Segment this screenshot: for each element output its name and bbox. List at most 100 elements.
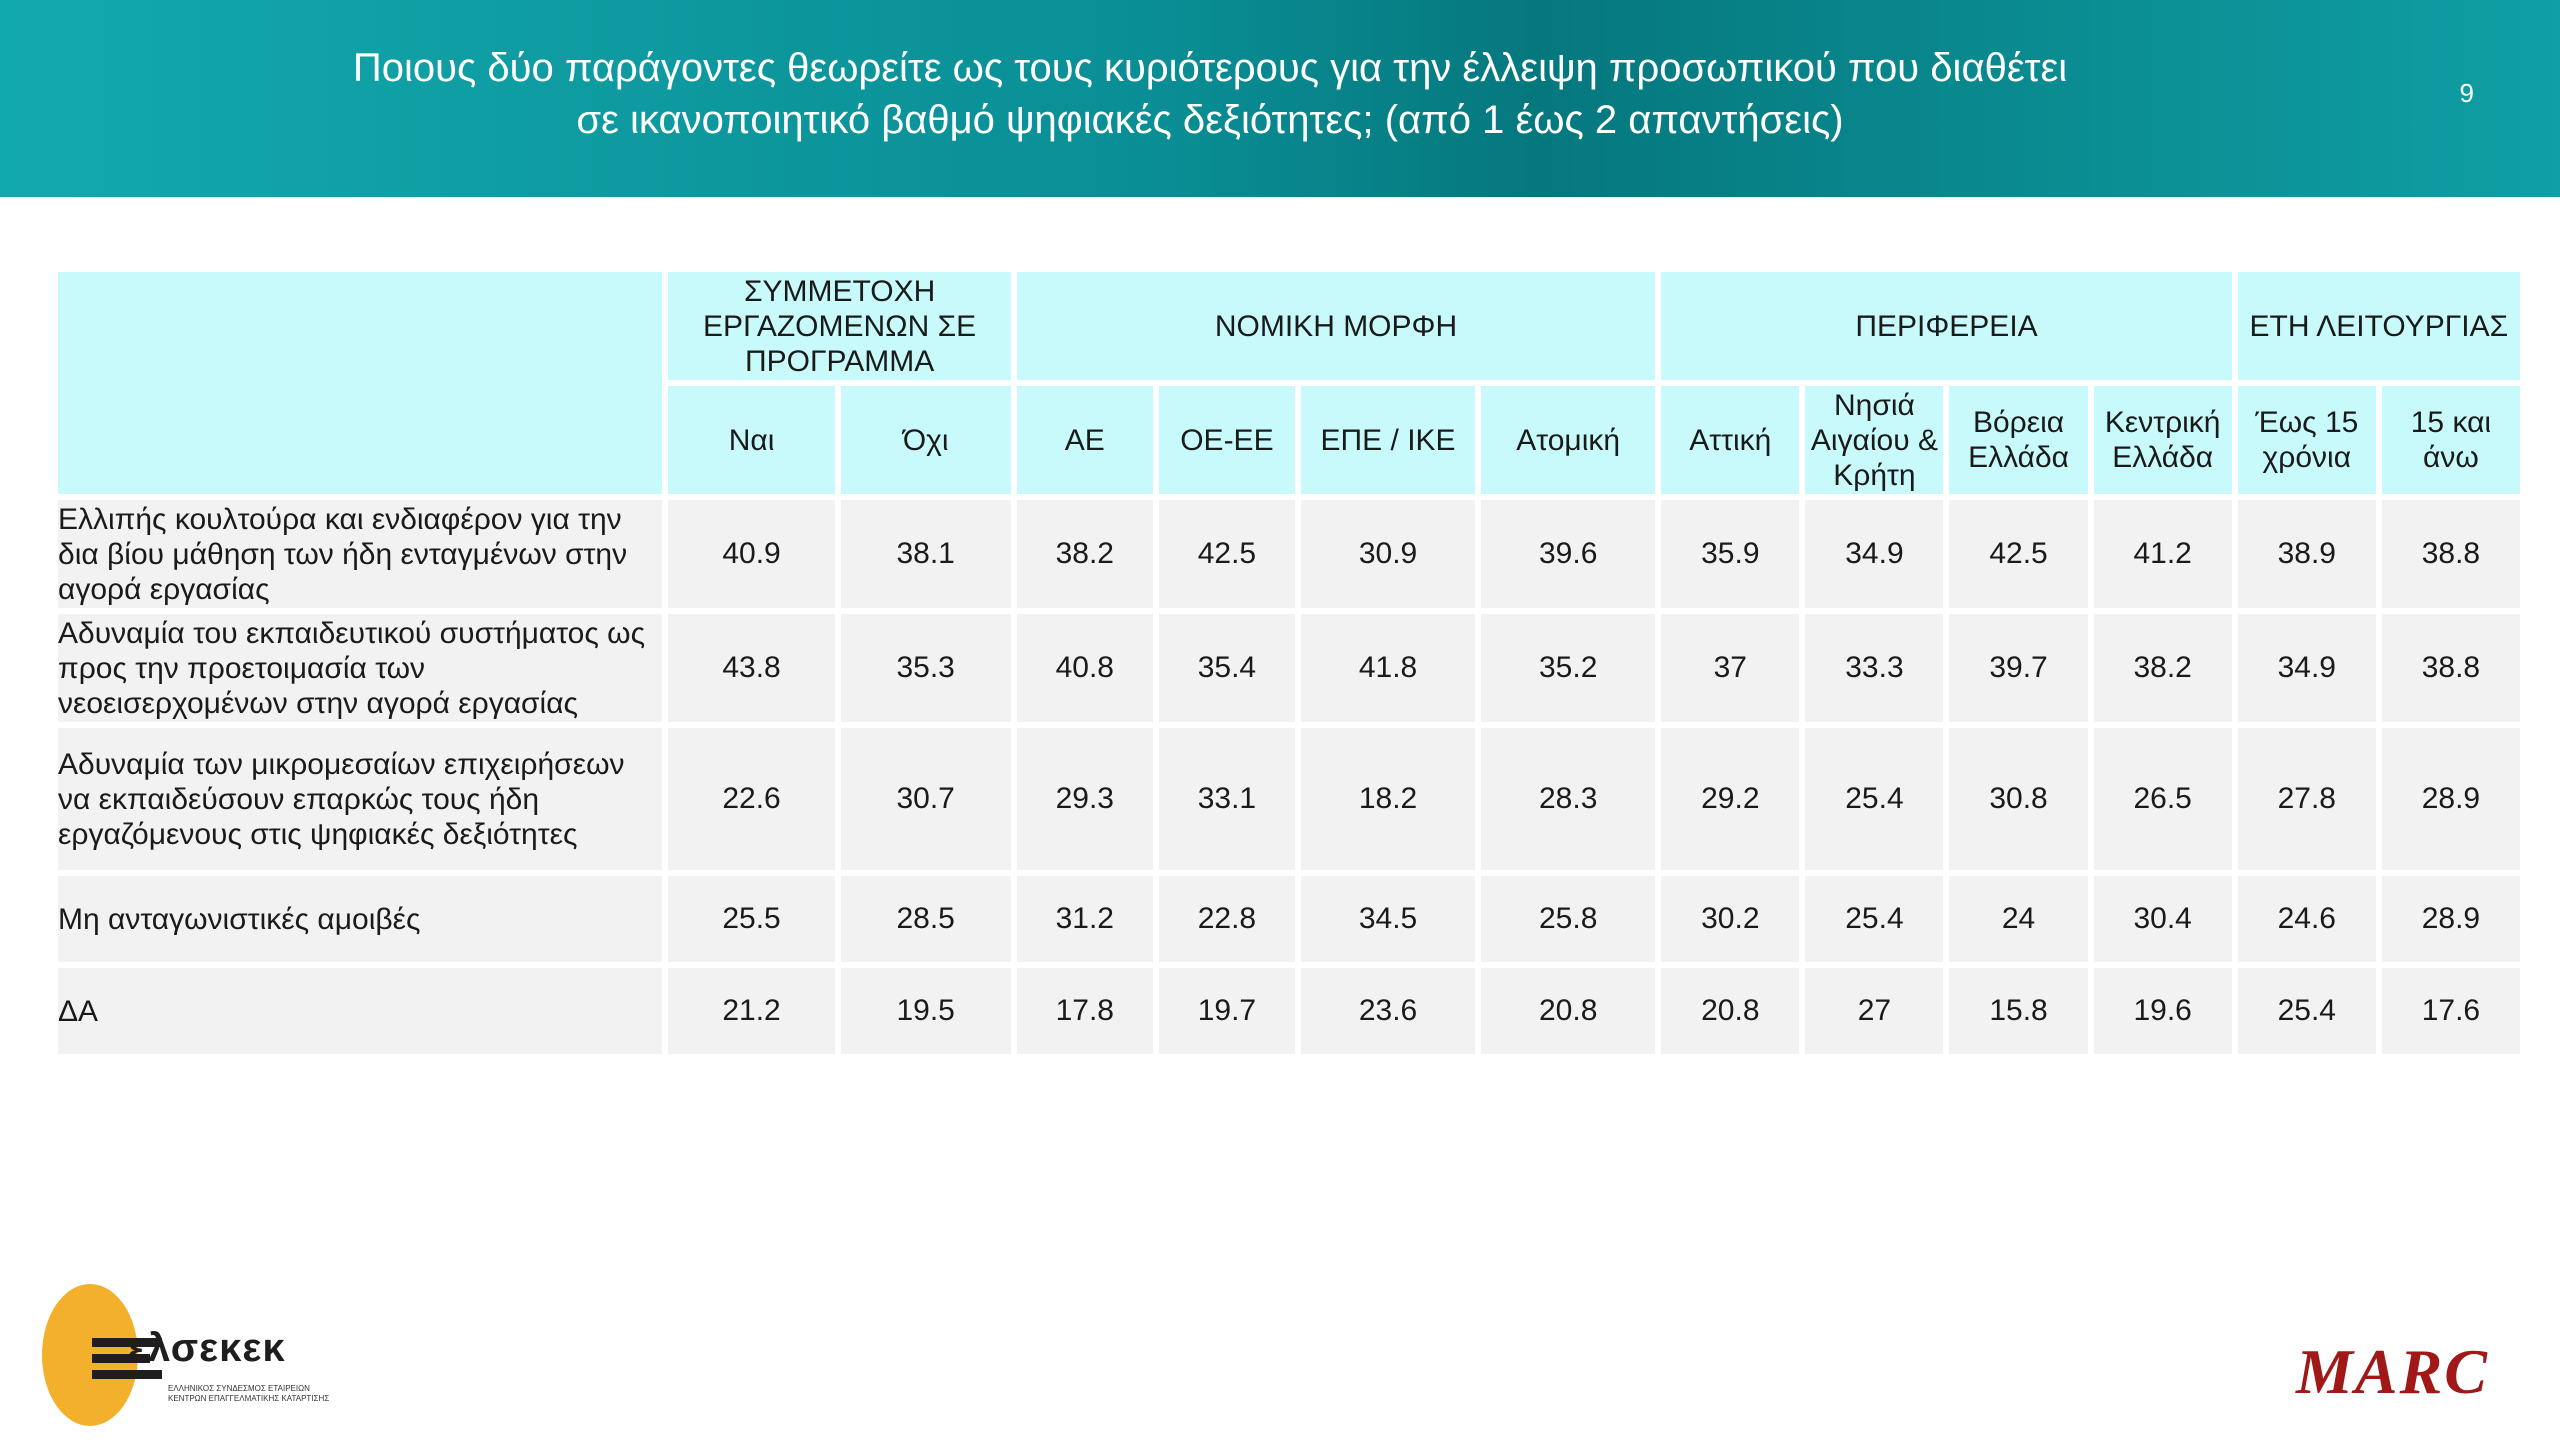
- group-header: ΕΤΗ ΛΕΙΤΟΥΡΓΙΑΣ: [2237, 272, 2520, 380]
- column-header: ΟΕ-ΕΕ: [1158, 386, 1295, 494]
- table-cell: 29.2: [1661, 728, 1800, 870]
- table-cell: 40.8: [1016, 614, 1153, 722]
- table-cell: 27.8: [2237, 728, 2376, 870]
- table-cell: 33.1: [1158, 728, 1295, 870]
- table-cell: 21.2: [668, 968, 835, 1054]
- table-cell: 35.3: [840, 614, 1011, 722]
- group-header: ΝΟΜΙΚΗ ΜΟΡΦΗ: [1016, 272, 1656, 380]
- column-header: ΕΠΕ / ΙΚΕ: [1300, 386, 1476, 494]
- table-cell: 19.7: [1158, 968, 1295, 1054]
- table-cell: 22.6: [668, 728, 835, 870]
- table-cell: 22.8: [1158, 876, 1295, 962]
- table-cell: 17.6: [2381, 968, 2520, 1054]
- marc-logo: MARC: [2296, 1336, 2489, 1407]
- table-cell: 38.8: [2381, 614, 2520, 722]
- table-cell: 20.8: [1481, 968, 1656, 1054]
- table-cell: 38.2: [2093, 614, 2232, 722]
- column-header: Ατομική: [1481, 386, 1656, 494]
- table-cell: 25.4: [2237, 968, 2376, 1054]
- table-cell: 17.8: [1016, 968, 1153, 1054]
- results-table: ΣΥΜΜΕΤΟΧΗ ΕΡΓΑΖΟΜΕΝΩΝ ΣΕ ΠΡΟΓΡΑΜΜΑ ΝΟΜΙΚ…: [52, 266, 2526, 1060]
- table-cell: 35.2: [1481, 614, 1656, 722]
- table-cell: 25.5: [668, 876, 835, 962]
- column-header: Κεντρική Ελλάδα: [2093, 386, 2232, 494]
- table-cell: 25.4: [1805, 728, 1944, 870]
- logo-brand-text: ελσεκεκ: [128, 1326, 286, 1370]
- table-cell: 39.6: [1481, 500, 1656, 608]
- table-cell: 19.6: [2093, 968, 2232, 1054]
- table-cell: 30.9: [1300, 500, 1476, 608]
- table-cell: 42.5: [1158, 500, 1295, 608]
- logo-bar-top: [92, 1338, 162, 1347]
- table-row: ΔΑ 21.2 19.5 17.8 19.7 23.6 20.8 20.8 27…: [58, 968, 2520, 1054]
- table-cell: 39.7: [1949, 614, 2088, 722]
- table-cell: 24: [1949, 876, 2088, 962]
- table-cell: 30.8: [1949, 728, 2088, 870]
- table-cell: 30.4: [2093, 876, 2232, 962]
- table-cell: 31.2: [1016, 876, 1153, 962]
- table-cell: 23.6: [1300, 968, 1476, 1054]
- table-cell: 28.3: [1481, 728, 1656, 870]
- column-header: Όχι: [840, 386, 1011, 494]
- table-cell: 25.8: [1481, 876, 1656, 962]
- logo-bar-middle: [92, 1354, 150, 1363]
- corner-cell: [58, 272, 663, 494]
- table-cell: 19.5: [840, 968, 1011, 1054]
- row-label: Ελλιπής κουλτούρα και ενδιαφέρον για την…: [58, 500, 663, 608]
- table-cell: 38.8: [2381, 500, 2520, 608]
- table-cell: 26.5: [2093, 728, 2232, 870]
- table-cell: 34.9: [1805, 500, 1944, 608]
- table-cell: 41.2: [2093, 500, 2232, 608]
- header-banner: Ποιους δύο παράγοντες θεωρείτε ως τους κ…: [0, 0, 2560, 197]
- table-row: Αδυναμία του εκπαιδευτικού συστήματος ως…: [58, 614, 2520, 722]
- group-header: ΣΥΜΜΕΤΟΧΗ ΕΡΓΑΖΟΜΕΝΩΝ ΣΕ ΠΡΟΓΡΑΜΜΑ: [668, 272, 1011, 380]
- table-cell: 33.3: [1805, 614, 1944, 722]
- group-header: ΠΕΡΙΦΕΡΕΙΑ: [1661, 272, 2232, 380]
- table-cell: 28.9: [2381, 876, 2520, 962]
- table-row: Ελλιπής κουλτούρα και ενδιαφέρον για την…: [58, 500, 2520, 608]
- table-cell: 27: [1805, 968, 1944, 1054]
- table-row: Μη ανταγωνιστικές αμοιβές 25.5 28.5 31.2…: [58, 876, 2520, 962]
- table-cell: 28.5: [840, 876, 1011, 962]
- row-label: Αδυναμία του εκπαιδευτικού συστήματος ως…: [58, 614, 663, 722]
- column-header: Αττική: [1661, 386, 1800, 494]
- page-number: 9: [2459, 78, 2474, 108]
- column-header-row: Ναι Όχι ΑΕ ΟΕ-ΕΕ ΕΠΕ / ΙΚΕ Ατομική Αττικ…: [58, 386, 2520, 494]
- table-cell: 35.4: [1158, 614, 1295, 722]
- table-cell: 15.8: [1949, 968, 2088, 1054]
- table-cell: 38.1: [840, 500, 1011, 608]
- table-cell: 40.9: [668, 500, 835, 608]
- table-cell: 43.8: [668, 614, 835, 722]
- column-header: ΑΕ: [1016, 386, 1153, 494]
- column-header: Βόρεια Ελλάδα: [1949, 386, 2088, 494]
- elsekek-logo: ελσεκεκ ΕΛΛΗΝΙΚΟΣ ΣΥΝΔΕΣΜΟΣ ΕΤΑΙΡΕΙΩΝ ΚΕ…: [38, 1282, 329, 1432]
- table-row: Αδυναμία των μικρομεσαίων επιχειρήσεων ν…: [58, 728, 2520, 870]
- table-cell: 25.4: [1805, 876, 1944, 962]
- table-cell: 34.5: [1300, 876, 1476, 962]
- logo-bar-bottom: [92, 1370, 162, 1379]
- row-label: Μη ανταγωνιστικές αμοιβές: [58, 876, 663, 962]
- logo-tagline-1: ΕΛΛΗΝΙΚΟΣ ΣΥΝΔΕΣΜΟΣ ΕΤΑΙΡΕΙΩΝ: [168, 1384, 310, 1393]
- column-header: Νησιά Αιγαίου & Κρήτη: [1805, 386, 1944, 494]
- row-label: ΔΑ: [58, 968, 663, 1054]
- table-cell: 37: [1661, 614, 1800, 722]
- table-cell: 30.7: [840, 728, 1011, 870]
- table-cell: 35.9: [1661, 500, 1800, 608]
- table-cell: 28.9: [2381, 728, 2520, 870]
- table-cell: 24.6: [2237, 876, 2376, 962]
- table-cell: 29.3: [1016, 728, 1153, 870]
- table-cell: 34.9: [2237, 614, 2376, 722]
- page-title: Ποιους δύο παράγοντες θεωρείτε ως τους κ…: [352, 46, 2068, 142]
- table-cell: 38.9: [2237, 500, 2376, 608]
- table-cell: 20.8: [1661, 968, 1800, 1054]
- row-label: Αδυναμία των μικρομεσαίων επιχειρήσεων ν…: [58, 728, 663, 870]
- table-cell: 38.2: [1016, 500, 1153, 608]
- table-cell: 42.5: [1949, 500, 2088, 608]
- logo-tagline-2: ΚΕΝΤΡΩΝ ΕΠΑΓΓΕΛΜΑΤΙΚΗΣ ΚΑΤΑΡΤΙΣΗΣ: [168, 1394, 330, 1403]
- table-cell: 18.2: [1300, 728, 1476, 870]
- column-header: 15 και άνω: [2381, 386, 2520, 494]
- column-header: Ναι: [668, 386, 835, 494]
- table-cell: 41.8: [1300, 614, 1476, 722]
- column-header: Έως 15 χρόνια: [2237, 386, 2376, 494]
- group-header-row: ΣΥΜΜΕΤΟΧΗ ΕΡΓΑΖΟΜΕΝΩΝ ΣΕ ΠΡΟΓΡΑΜΜΑ ΝΟΜΙΚ…: [58, 272, 2520, 494]
